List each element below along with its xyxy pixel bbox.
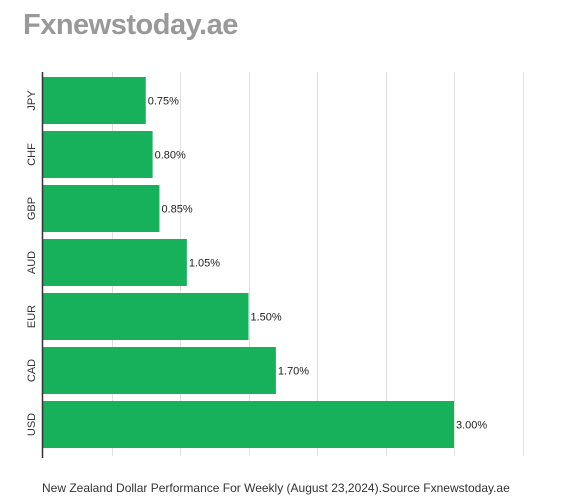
brand-title: Fxnewstoday.ae (23, 9, 238, 41)
data-labels: 0.75% 0.80% 0.85% 1.05% 1.50% 1.70% 3.00% (148, 96, 488, 432)
category-label-gbp: GBP (26, 197, 38, 220)
data-label-cad: 1.70% (278, 366, 309, 378)
bar-aud (43, 239, 187, 286)
category-label-jpy: JPY (26, 90, 38, 111)
bars (43, 77, 454, 448)
data-label-aud: 1.05% (189, 258, 220, 270)
bar-chf (43, 131, 153, 178)
bar-usd (43, 401, 454, 448)
data-label-usd: 3.00% (456, 420, 487, 432)
data-label-chf: 0.80% (155, 150, 186, 162)
category-label-usd: USD (26, 413, 38, 436)
bar-cad (43, 347, 276, 394)
data-label-gbp: 0.85% (161, 204, 192, 216)
chart-caption: New Zealand Dollar Performance For Weekl… (42, 481, 510, 495)
bar-gbp (43, 185, 160, 232)
bar-jpy (43, 77, 146, 124)
category-label-eur: EUR (26, 305, 38, 328)
category-label-chf: CHF (26, 143, 38, 166)
data-label-eur: 1.50% (251, 312, 282, 324)
category-label-aud: AUD (26, 251, 38, 274)
category-labels: JPY CHF GBP AUD EUR CAD USD (26, 90, 38, 436)
bar-eur (43, 293, 249, 340)
category-label-cad: CAD (26, 359, 38, 382)
data-label-jpy: 0.75% (148, 96, 179, 108)
